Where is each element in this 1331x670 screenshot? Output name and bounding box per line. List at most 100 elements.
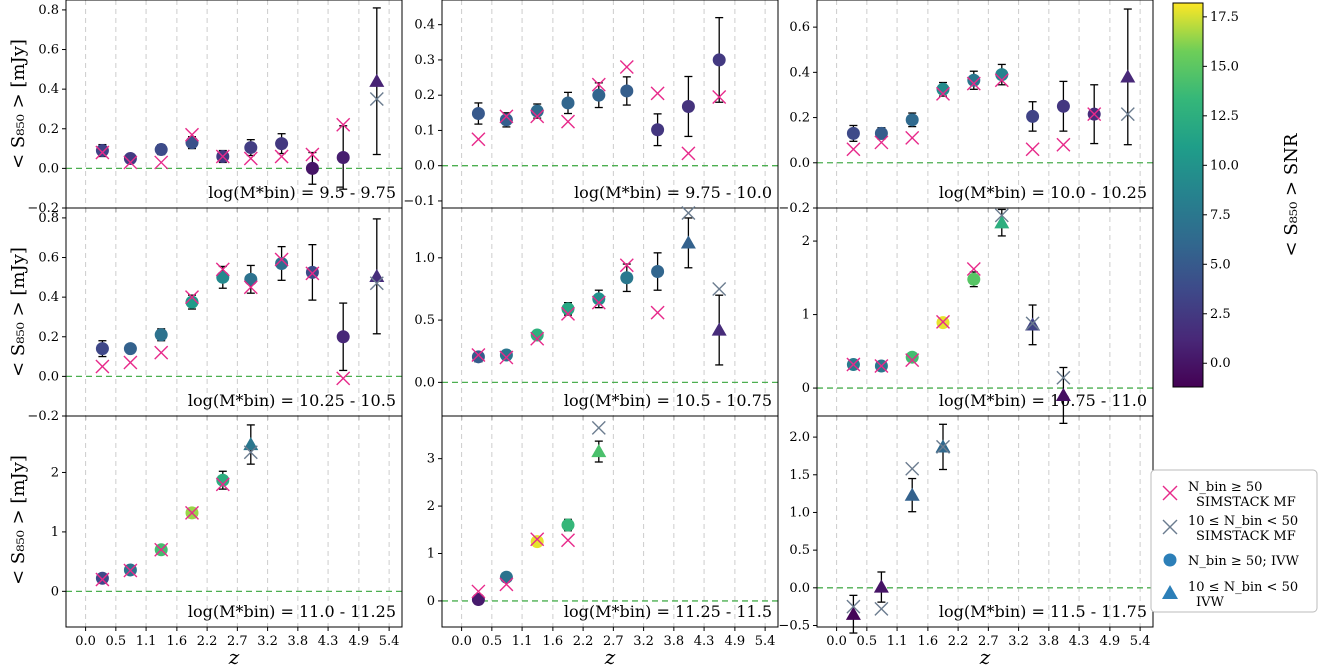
legend-label: 10 ≤ N_bin < 50 (1188, 514, 1298, 529)
y-tick-label: 0.2 (789, 111, 810, 126)
ivw-point (1026, 101, 1040, 132)
x-tick-label: 4.3 (694, 634, 715, 649)
ivw-point (369, 218, 385, 335)
y-tick-label: −0.2 (27, 201, 59, 216)
ivw-point (1025, 304, 1041, 346)
simstack-many-point (591, 295, 606, 310)
ivw-point (681, 75, 695, 138)
simstack-few-point (846, 599, 861, 614)
x-axis-label: z (228, 645, 240, 669)
x-tick-label: 2.2 (948, 634, 969, 649)
ivw-point (561, 91, 575, 115)
simstack-many-point (154, 542, 169, 557)
ivw-point (471, 592, 485, 606)
mass-bin-label: log(M*bin) = 9.75 - 10.0 (574, 183, 772, 202)
legend-label: 10 ≤ N_bin < 50 (1188, 580, 1298, 595)
y-tick-label: 0.4 (38, 290, 59, 305)
simstack-many-point (874, 135, 889, 150)
y-tick-label: 0.2 (414, 88, 435, 103)
simstack-many-point (650, 305, 665, 320)
y-tick-label: 2 (802, 234, 810, 249)
simstack-many-point (274, 149, 289, 164)
x-tick-label: 2.2 (573, 634, 594, 649)
colorbar-tick-label: 17.5 (1210, 10, 1239, 25)
ivw-point (275, 245, 289, 281)
simstack-many-point (994, 73, 1009, 88)
y-tick-label: 0.0 (414, 375, 435, 390)
colorbar-tick-label: 15.0 (1210, 59, 1239, 74)
simstack-many-point (1056, 137, 1071, 152)
simstack-many-point (561, 533, 575, 548)
ivw-point (154, 143, 168, 157)
panel-1: −0.2 0.0 0.2 0.4 0.6 0.8 log(M*bin) = 9.5 - 9.… (27, 0, 403, 216)
ivw-point (243, 424, 259, 465)
ivw-point (244, 264, 258, 294)
simstack-many-point (305, 147, 320, 162)
ivw-point (712, 16, 726, 103)
simstack-many-point (123, 355, 138, 370)
y-tick-label: 0.3 (414, 53, 435, 68)
simstack-many-point (966, 76, 981, 91)
ivw-point (680, 217, 696, 269)
simstack-many-point (966, 262, 981, 276)
x-tick-label: 0.5 (105, 634, 126, 649)
y-tick-label: 0 (427, 594, 435, 609)
ivw-point (873, 571, 889, 603)
ivw-point (471, 102, 485, 125)
axes-frame (441, 415, 779, 628)
y-tick-label: −0.2 (27, 409, 59, 424)
simstack-few-point (369, 276, 384, 291)
x-tick-label: 0.0 (826, 634, 847, 649)
colorbar-tick-label: 7.5 (1210, 208, 1231, 223)
x-tick-label: 0.5 (856, 634, 877, 649)
colorbar-tick-label: 10.0 (1210, 158, 1239, 173)
ivw-point (1056, 80, 1070, 132)
ivw-point (845, 594, 861, 634)
simstack-many-point (471, 584, 486, 599)
simstack-many-point (846, 357, 861, 372)
simstack-many-point (185, 127, 199, 142)
simstack-many-point (274, 252, 289, 267)
simstack-many-point (123, 563, 138, 578)
y-tick-label: 0.4 (414, 18, 435, 33)
ivw-point (967, 70, 981, 90)
y-tick-label: 0.1 (414, 123, 435, 138)
simstack-many-point (936, 314, 950, 329)
ivw-point (499, 570, 513, 584)
y-tick-label: 0.4 (38, 82, 59, 97)
y-tick-label: 0 (802, 381, 810, 396)
panel-3: −0.2 0.0 0.2 0.4 0.6 log(M*bin) = 10.0 - 10.2… (778, 0, 1154, 216)
mass-bin-label: log(M*bin) = 11.25 - 11.5 (564, 602, 772, 621)
simstack-many-point (154, 345, 169, 360)
simstack-few-point (681, 205, 696, 220)
simstack-many-point (123, 155, 138, 170)
ivw-point (244, 139, 258, 157)
legend-label: N_bin ≥ 50; IVW (1188, 554, 1299, 569)
y-axis-label: < S₈₅₀ > [mJy] (8, 39, 29, 169)
panel-5: 0.0 0.5 1.0 log(M*bin) = 10.5 - 10.75 (414, 205, 779, 420)
ivw-point (1120, 8, 1136, 146)
simstack-few-point (1120, 107, 1135, 122)
simstack-many-point (936, 86, 950, 101)
x-tick-label: 4.3 (1069, 634, 1090, 649)
simstack-few-point (1056, 370, 1071, 385)
ivw-point (185, 136, 199, 150)
x-tick-label: 3.8 (663, 634, 684, 649)
simstack-many-point (530, 331, 545, 346)
x-tick-label: 4.3 (318, 634, 339, 649)
ivw-point (154, 328, 168, 342)
y-tick-label: 0.2 (38, 122, 59, 137)
x-axis-label: z (979, 645, 991, 669)
y-tick-label: 1.0 (414, 251, 435, 266)
simstack-few-point (591, 420, 606, 435)
mass-bin-label: log(M*bin) = 11.5 - 11.75 (939, 602, 1147, 621)
legend-box (1150, 469, 1318, 613)
x-tick-label: 2.7 (978, 634, 999, 649)
simstack-few-point (905, 461, 920, 476)
x-tick-label: 1.1 (887, 634, 908, 649)
colorbar: 0.0 2.5 5.0 7.5 10.0 12.5 15.0 17.5 < S₈₅₀ > SNR (1172, 2, 1302, 388)
y-tick-label: 1 (427, 547, 435, 562)
simstack-many-point (619, 258, 634, 273)
